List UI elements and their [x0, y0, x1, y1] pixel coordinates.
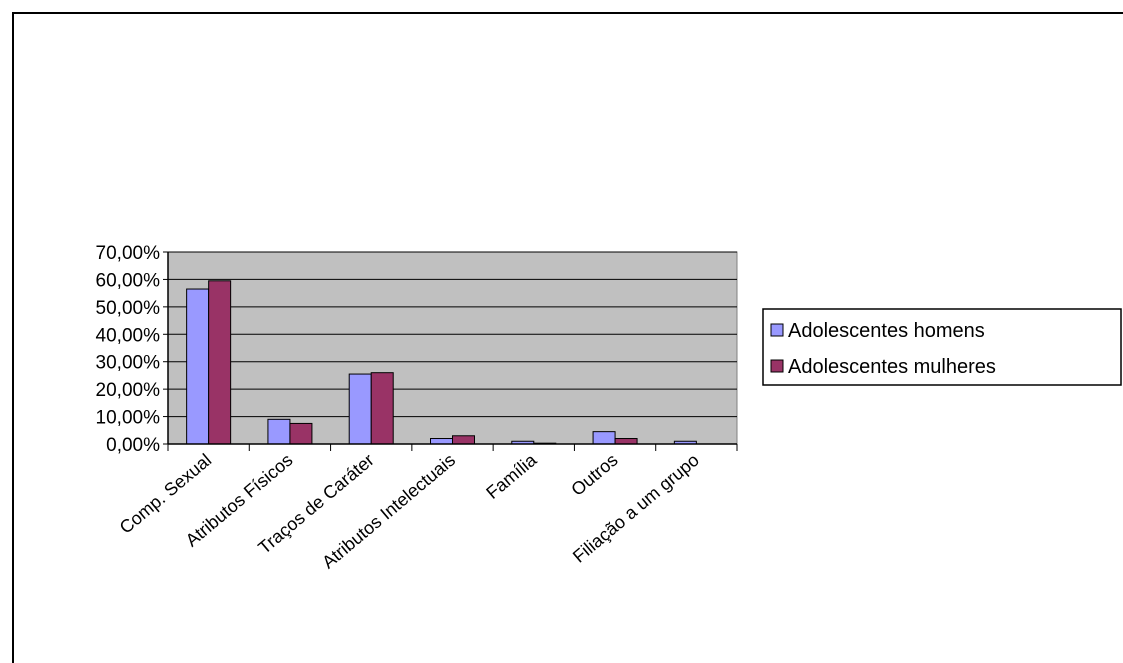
y-tick-label: 40,00% — [96, 325, 161, 346]
y-tick-labels: 0,00% 10,00% 20,00% 30,00% 40,00% 50,00% 60,00… — [96, 243, 161, 456]
legend-label-homens: Adolescentes homens — [788, 320, 985, 342]
bar-homens — [592, 431, 616, 445]
bar-homens — [348, 373, 372, 445]
bar-homens — [186, 288, 210, 445]
bar-mulheres — [614, 438, 638, 445]
legend-swatch-mulheres — [770, 359, 784, 373]
x-category-label: Outros — [567, 450, 621, 500]
chart-frame — [12, 12, 1123, 663]
y-tick-label: 50,00% — [96, 298, 161, 319]
y-tick-label: 30,00% — [96, 353, 161, 374]
y-tick-label: 0,00% — [106, 435, 160, 456]
legend-swatch-homens — [770, 323, 784, 337]
x-category-label: Família — [482, 449, 541, 503]
bar-mulheres — [289, 422, 313, 445]
y-tick-label: 60,00% — [96, 270, 161, 291]
y-tick-label: 10,00% — [96, 408, 161, 429]
legend: Adolescentes homens Adolescentes mulhere… — [762, 308, 1122, 386]
axes — [163, 251, 738, 451]
bar-mulheres — [452, 435, 475, 445]
plot-area — [167, 251, 738, 445]
legend-label-mulheres: Adolescentes mulheres — [788, 356, 996, 378]
bar-mulheres — [370, 372, 394, 445]
bar-homens — [430, 438, 453, 445]
y-tick-label: 70,00% — [96, 243, 161, 264]
x-category-label: Atributos Intelectuais — [318, 450, 459, 573]
y-tick-label: 20,00% — [96, 380, 161, 401]
bar-mulheres — [208, 280, 232, 445]
gridlines — [168, 251, 737, 418]
bar-homens — [267, 418, 291, 445]
legend-box — [762, 308, 1122, 386]
